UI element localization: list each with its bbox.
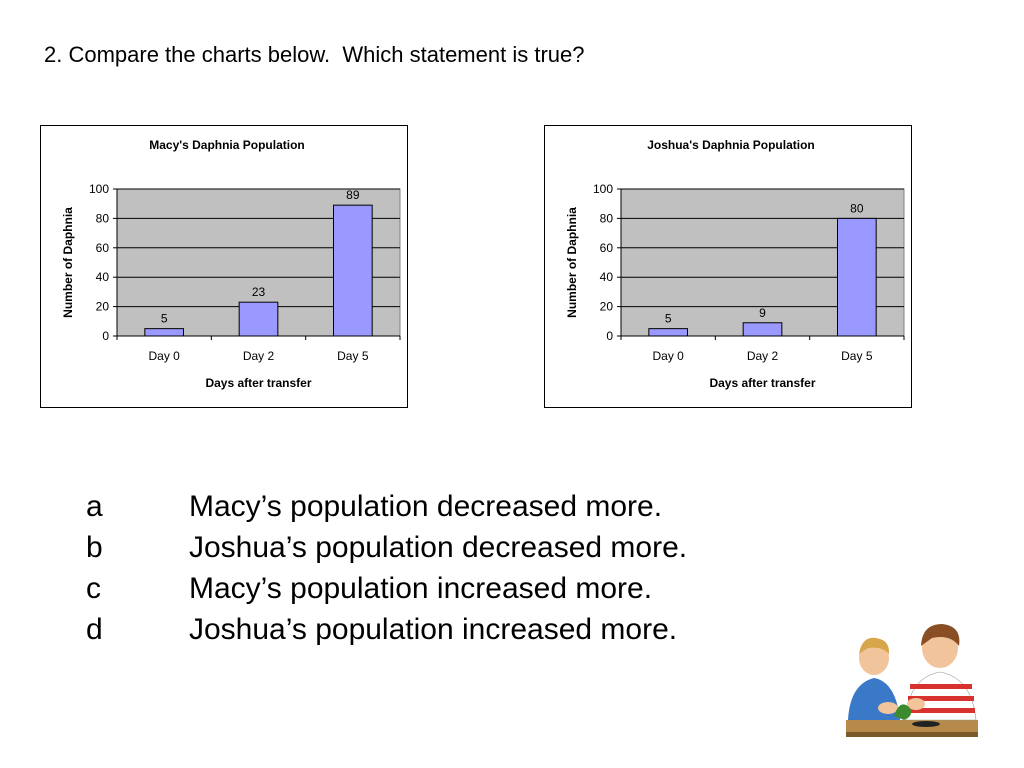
macy-x-tick-label: Day 0 — [148, 349, 180, 363]
answer-letter: a — [86, 490, 103, 523]
table-edge — [846, 732, 978, 737]
joshua-y-tick-label: 100 — [593, 182, 613, 196]
joshua-y-tick-label: 60 — [600, 241, 614, 255]
macy-bar — [332, 204, 373, 337]
joshua-x-tick-label: Day 2 — [747, 349, 779, 363]
shirt-stripes — [907, 684, 975, 713]
joshua-y-tick-label: 0 — [606, 329, 613, 343]
answer-text: Macy’s population increased more. — [189, 572, 653, 605]
question-text: 2. Compare the charts below. Which state… — [44, 42, 585, 67]
joshua-data-label: 80 — [850, 201, 864, 215]
joshua-data-label: 5 — [665, 312, 672, 326]
macy-y-tick-label: 40 — [96, 270, 110, 284]
macy-data-label: 5 — [161, 312, 168, 326]
macy-data-label: 89 — [346, 188, 360, 202]
left-boy-hair — [859, 637, 890, 654]
joshua-y-tick-label: 20 — [600, 300, 614, 314]
answer-option-a[interactable]: a Macy’s population decreased more. — [86, 486, 687, 527]
joshua-bar — [648, 328, 689, 337]
joshua-y-axis-label: Number of Daphnia — [565, 207, 579, 318]
joshua-y-tick-label: 40 — [600, 270, 614, 284]
right-boy-hair — [921, 624, 960, 646]
macy-x-axis-label: Days after transfer — [205, 376, 311, 390]
macy-data-label: 23 — [252, 285, 266, 299]
macy-chart-svg: Macy's Daphnia Population 0 20 40 60 80 100 5 Da… — [61, 138, 401, 390]
answer-letter: d — [86, 613, 103, 646]
answer-text: Joshua’s population increased more. — [189, 613, 678, 646]
macy-y-tick-label: 60 — [96, 241, 110, 255]
left-boy-hand — [878, 702, 898, 714]
joshua-bar — [836, 217, 877, 337]
answer-letter: b — [86, 531, 103, 564]
right-boy-hand — [907, 698, 925, 710]
joshua-bar — [742, 322, 783, 337]
joshua-chart: Joshua's Daphnia Population 0 20 40 60 80 100 5… — [544, 125, 912, 408]
joshua-x-tick-label: Day 5 — [841, 349, 873, 363]
answer-option-d[interactable]: d Joshua’s population increased more. — [86, 609, 687, 650]
macy-y-tick-label: 20 — [96, 300, 110, 314]
macy-y-tick-label: 80 — [96, 211, 110, 225]
answer-list: a Macy’s population decreased more. b Jo… — [86, 486, 687, 650]
macy-y-tick-label: 0 — [102, 329, 109, 343]
answer-text: Macy’s population decreased more. — [189, 490, 663, 523]
left-boy-shirt — [848, 678, 900, 720]
macy-chart: Macy's Daphnia Population 0 20 40 60 80 100 5 Da… — [40, 125, 408, 408]
answer-option-b[interactable]: b Joshua’s population decreased more. — [86, 527, 687, 568]
macy-title: Macy's Daphnia Population — [149, 138, 305, 152]
macy-x-tick-label: Day 5 — [337, 349, 369, 363]
macy-bar — [144, 328, 185, 337]
macy-bar — [238, 301, 279, 337]
joshua-data-label: 9 — [759, 306, 766, 320]
answer-option-c[interactable]: c Macy’s population increased more. — [86, 568, 687, 609]
dish — [912, 721, 940, 727]
joshua-y-tick-label: 80 — [600, 211, 614, 225]
answer-text: Joshua’s population decreased more. — [189, 531, 688, 564]
macy-x-tick-label: Day 2 — [243, 349, 275, 363]
joshua-title: Joshua's Daphnia Population — [647, 138, 815, 152]
joshua-chart-svg: Joshua's Daphnia Population 0 20 40 60 80 100 5… — [565, 138, 905, 390]
joshua-x-tick-label: Day 0 — [652, 349, 684, 363]
boys-clipart-image — [846, 624, 978, 737]
table-top — [846, 720, 978, 732]
answer-letter: c — [86, 572, 101, 605]
green-leaves-icon — [894, 704, 912, 720]
joshua-x-axis-label: Days after transfer — [709, 376, 815, 390]
macy-y-axis-label: Number of Daphnia — [61, 207, 75, 318]
macy-y-tick-label: 100 — [89, 182, 109, 196]
left-boy-face — [859, 641, 889, 675]
